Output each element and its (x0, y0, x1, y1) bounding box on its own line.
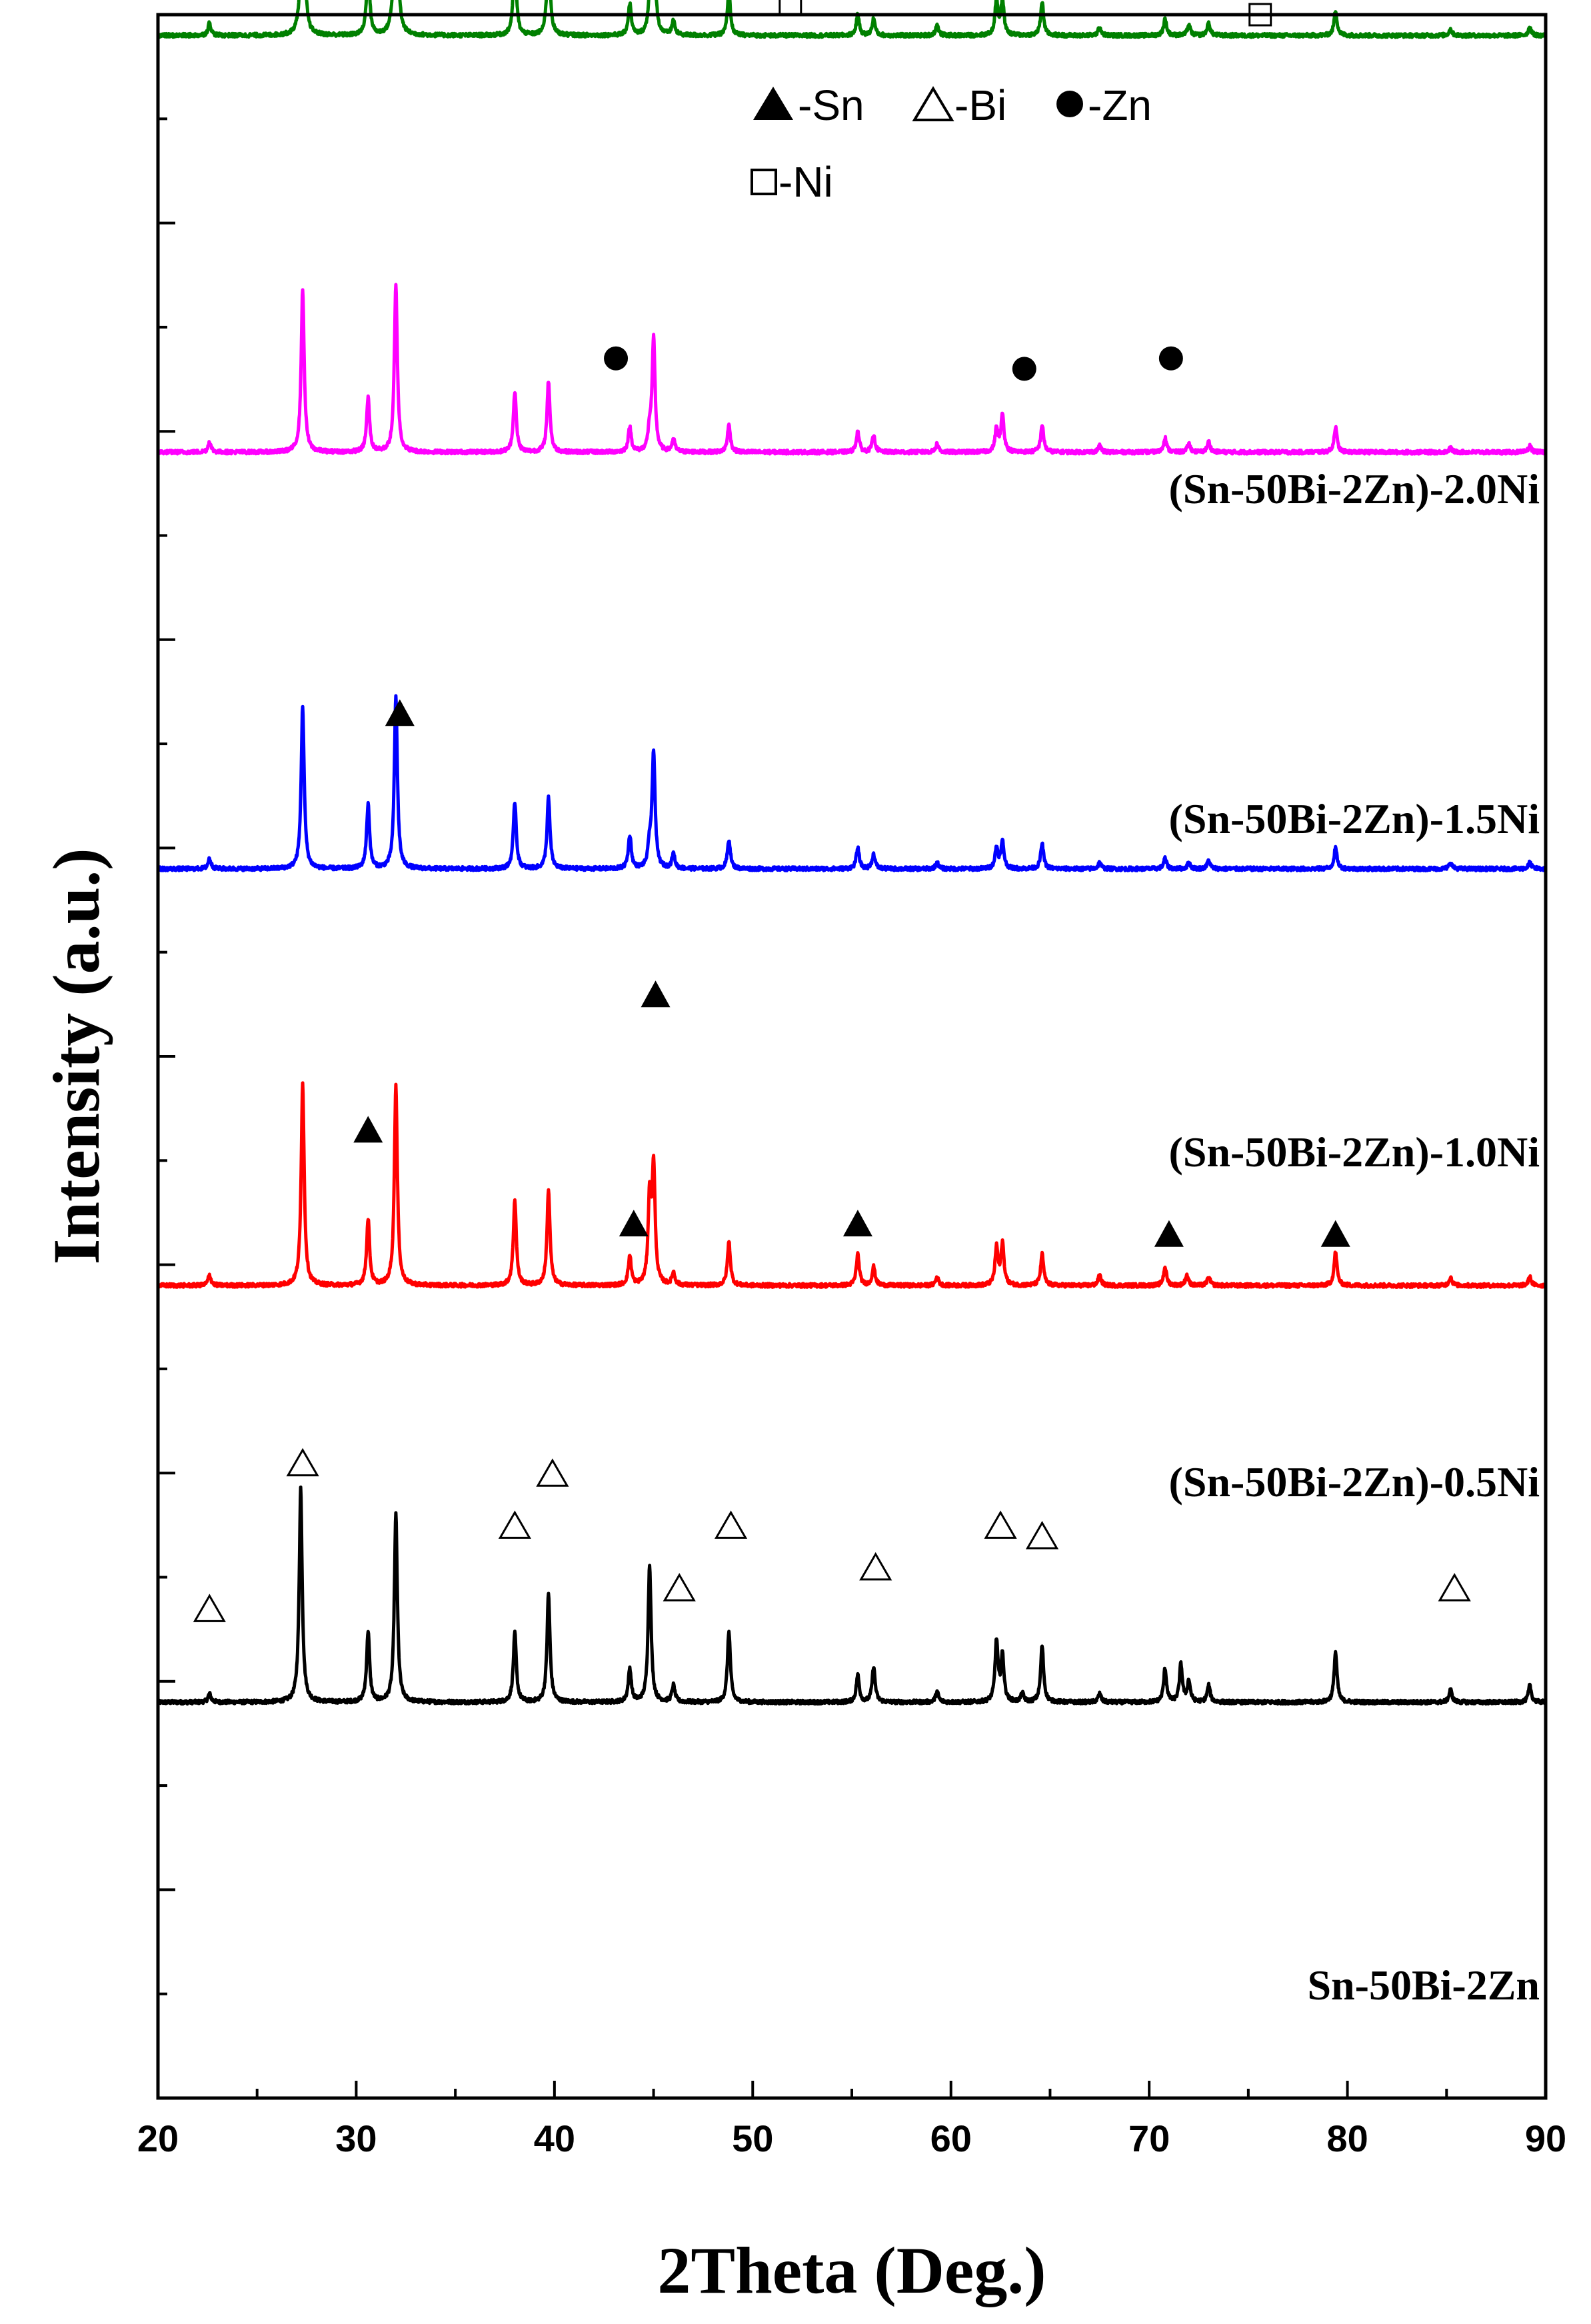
bi-marker-icon (1438, 1573, 1471, 1602)
zn-marker-icon (1012, 357, 1036, 381)
series-label-sn50bi2zn: Sn-50Bi-2Zn (1307, 1961, 1540, 2009)
y-axis (158, 117, 175, 1995)
sn-marker-icon (641, 980, 671, 1008)
x-tick-label: 90 (1525, 2117, 1566, 2159)
sn-marker-icon (619, 1210, 649, 1237)
x-tick-label: 30 (335, 2117, 377, 2159)
y-axis-title: Intensity (a.u.) (39, 848, 113, 1264)
x-tick-label: 40 (534, 2117, 575, 2159)
series-label-1-0ni: (Sn-50Bi-2Zn)-1.0Ni (1169, 1128, 1540, 1176)
series-layer (156, 0, 1548, 1706)
bi-marker-icon (498, 1510, 531, 1539)
legend-bi-label: -Bi (954, 81, 1006, 129)
legend: -Sn -Bi -Zn -Ni (751, 81, 1152, 206)
series-line-1 (156, 1081, 1548, 1290)
series-line-4 (156, 0, 1548, 39)
plot-frame (156, 13, 1548, 2100)
sn-marker-icon (385, 699, 415, 726)
series-label-2-0ni: (Sn-50Bi-2Zn)-2.0Ni (1169, 465, 1540, 513)
sn-marker-icon (1320, 1220, 1350, 1247)
legend-bi-triangle-icon (912, 86, 954, 121)
bi-marker-icon (663, 1573, 696, 1602)
bi-marker-icon (536, 1458, 569, 1487)
bi-marker-icon (984, 1510, 1017, 1539)
series-line-0 (156, 1485, 1547, 1706)
legend-sn-label: -Sn (798, 81, 864, 129)
ni-marker-icon (779, 0, 802, 16)
bi-marker-icon (286, 1448, 319, 1477)
x-tick-label: 60 (930, 2117, 972, 2159)
sn-marker-icon (1154, 1220, 1184, 1247)
zn-marker-icon (1158, 346, 1183, 371)
x-axis: 20 30 40 50 60 70 80 90 (137, 2081, 1566, 2159)
bi-marker-icon (1025, 1520, 1059, 1550)
series-line-3 (156, 283, 1548, 456)
bi-marker-icon (859, 1552, 892, 1581)
bi-marker-icon (714, 1510, 748, 1539)
x-tick-label: 70 (1128, 2117, 1170, 2159)
series-line-2 (156, 694, 1548, 872)
x-tick-label: 20 (137, 2117, 179, 2159)
legend-zn-label: -Zn (1088, 81, 1152, 129)
x-axis-title: 2Theta (Deg.) (657, 2233, 1046, 2307)
sn-marker-icon (353, 1116, 383, 1143)
x-tick-label: 80 (1326, 2117, 1368, 2159)
series-label-1-5ni: (Sn-50Bi-2Zn)-1.5Ni (1169, 795, 1540, 842)
series-labels: Sn-50Bi-2Zn (Sn-50Bi-2Zn)-0.5Ni (Sn-50Bi… (1169, 465, 1540, 2009)
legend-zn-circle-icon (1056, 91, 1083, 117)
series-label-0-5ni: (Sn-50Bi-2Zn)-0.5Ni (1169, 1458, 1540, 1506)
legend-sn-triangle-icon (753, 87, 793, 120)
x-tick-label: 50 (732, 2117, 773, 2159)
sn-marker-icon (842, 1210, 872, 1237)
legend-ni-square-icon (751, 169, 777, 195)
bi-marker-icon (193, 1594, 226, 1622)
zn-marker-icon (604, 346, 629, 371)
legend-ni-label: -Ni (779, 158, 833, 206)
